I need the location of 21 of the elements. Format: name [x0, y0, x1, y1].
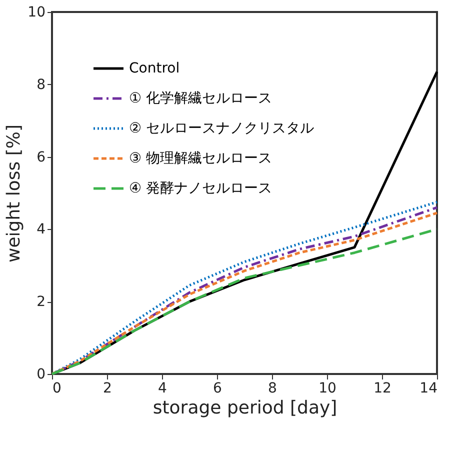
- x-tick-label: 14: [420, 380, 438, 396]
- x-tick-label: 10: [318, 380, 336, 396]
- legend-label: ④ 発酵ナノセルロース: [129, 180, 272, 196]
- x-tick-label: 0: [52, 380, 62, 396]
- x-tick-label: 12: [374, 380, 392, 396]
- legend-label: ② セルロースナノクリスタル: [129, 120, 314, 136]
- y-tick-label: 4: [36, 222, 46, 238]
- y-tick-label: 0: [36, 366, 46, 382]
- x-tick-label: 6: [213, 380, 222, 396]
- legend-label: ③ 物理解繊セルロース: [129, 150, 272, 166]
- x-tick-label: 2: [103, 380, 112, 396]
- x-axis-title: storage period [day]: [152, 398, 338, 418]
- y-tick-label: 2: [36, 294, 46, 310]
- y-tick-label: 10: [28, 4, 46, 20]
- y-axis-title: weight loss [%]: [4, 124, 25, 263]
- legend-label: Control: [129, 60, 180, 76]
- legend-label: ① 化学解繊セルロース: [129, 90, 272, 106]
- x-tick-label: 8: [268, 380, 277, 396]
- y-tick-label: 6: [36, 149, 46, 166]
- y-tick-label: 8: [36, 76, 46, 93]
- x-tick-label: 4: [158, 380, 168, 396]
